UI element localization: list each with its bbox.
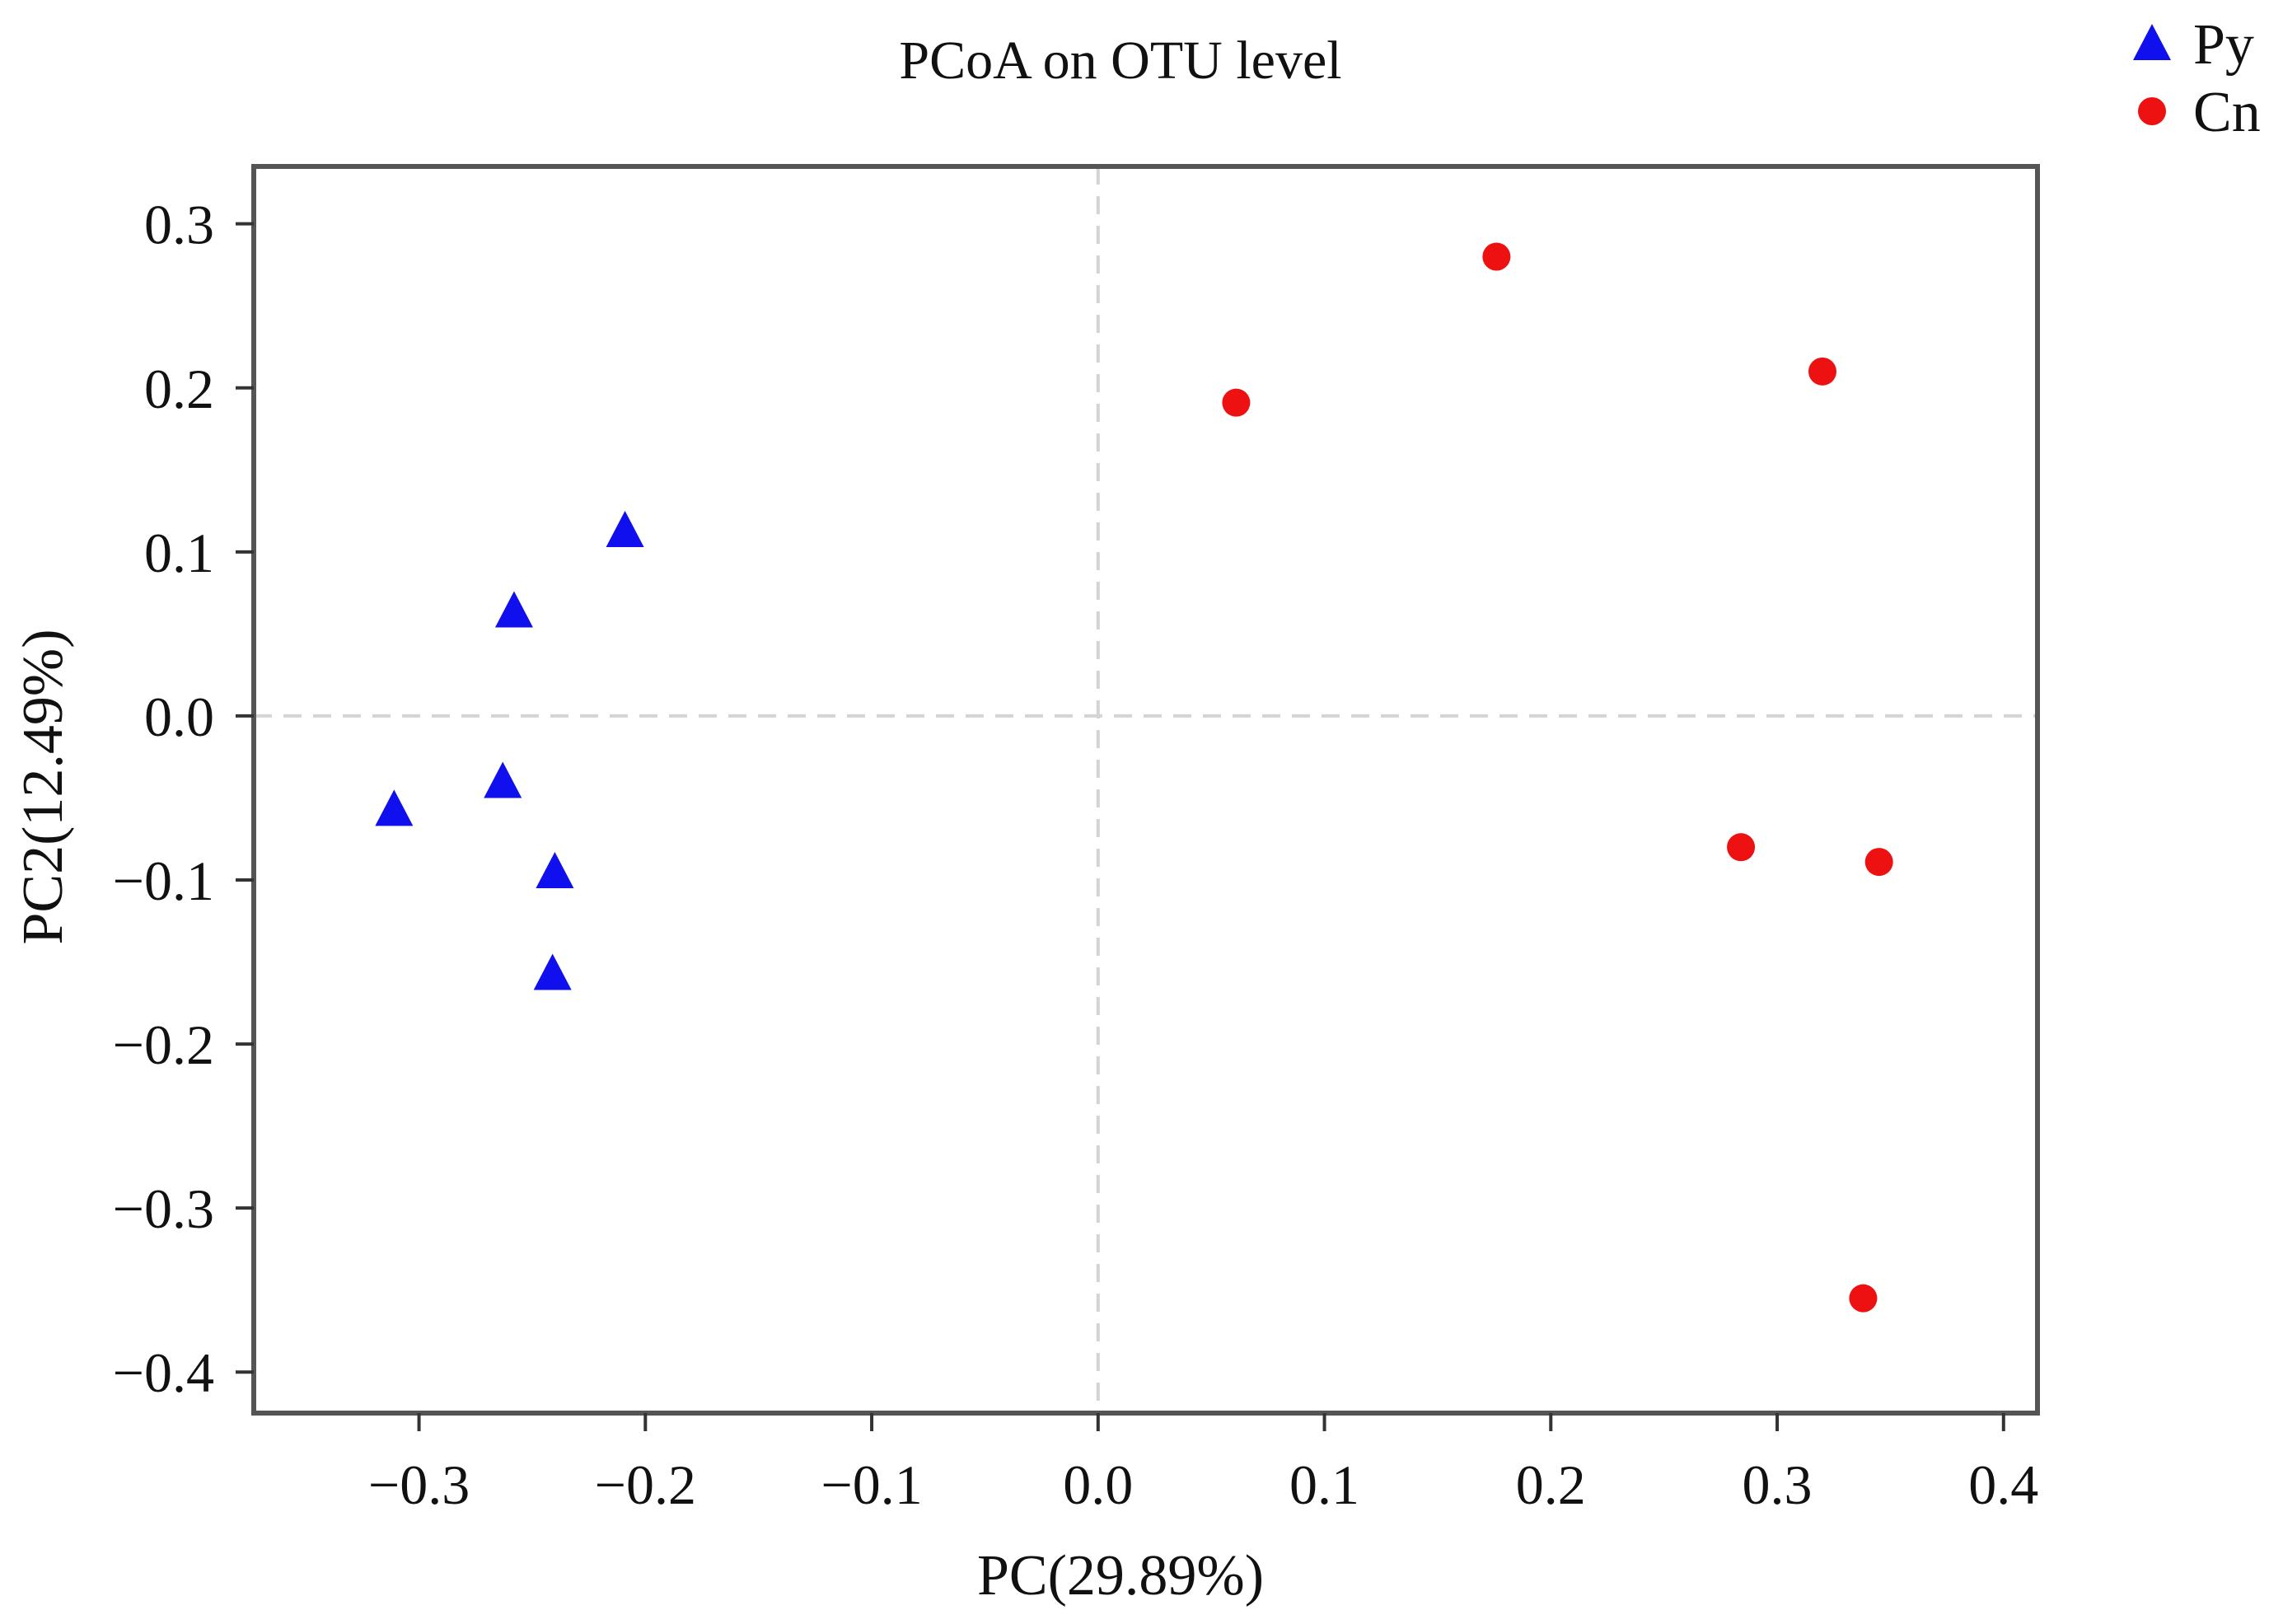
y-tick-label: 0.3 — [144, 194, 214, 256]
x-tick-label: 0.3 — [1743, 1453, 1813, 1516]
data-point-cn — [1482, 242, 1511, 271]
y-tick-label: 0.0 — [144, 686, 214, 748]
y-axis-title: PC2(12.49%) — [12, 629, 75, 944]
legend-marker-cn — [2138, 97, 2166, 125]
x-tick-label: −0.2 — [595, 1453, 696, 1516]
data-point-cn — [1727, 833, 1756, 862]
x-tick-label: 0.0 — [1063, 1453, 1133, 1516]
y-tick-label: 0.1 — [144, 522, 214, 584]
chart-title: PCoA on OTU level — [899, 30, 1341, 91]
legend-label-cn: Cn — [2193, 81, 2261, 144]
data-point-py — [536, 852, 574, 889]
x-tick-label: 0.4 — [1968, 1453, 2038, 1516]
data-point-py — [375, 789, 414, 826]
y-axis: 0.3 0.2 0.1 0.0 −0.1 −0.2 −0.3 −0.4 — [113, 194, 254, 1404]
x-tick-label: −0.1 — [821, 1453, 922, 1516]
plot-frame — [251, 164, 2040, 1416]
x-tick-label: 0.1 — [1289, 1453, 1359, 1516]
data-point-cn — [1849, 1284, 1878, 1313]
legend-marker-py — [2133, 24, 2171, 60]
x-tick-label: 0.2 — [1516, 1453, 1586, 1516]
reference-lines — [254, 166, 2037, 1413]
data-point-py — [606, 510, 644, 547]
legend-label-py: Py — [2193, 13, 2254, 77]
data-point-py — [484, 761, 522, 798]
x-axis-title: PC(29.89%) — [977, 1544, 1264, 1608]
data-point-cn — [1808, 357, 1836, 386]
data-point-py — [494, 591, 533, 628]
y-tick-label: −0.1 — [113, 849, 214, 912]
y-tick-label: −0.2 — [113, 1013, 214, 1076]
x-axis: −0.3 −0.2 −0.1 0.0 0.1 0.2 0.3 0.4 — [368, 1413, 2038, 1516]
x-tick-label: −0.3 — [368, 1453, 470, 1516]
data-point-cn — [1222, 388, 1251, 417]
y-tick-label: 0.2 — [144, 358, 214, 420]
data-point-py — [533, 953, 572, 990]
data-point-cn — [1864, 848, 1893, 877]
data-points — [375, 242, 1893, 1313]
y-tick-label: −0.3 — [113, 1177, 214, 1240]
y-tick-label: −0.4 — [113, 1341, 214, 1404]
